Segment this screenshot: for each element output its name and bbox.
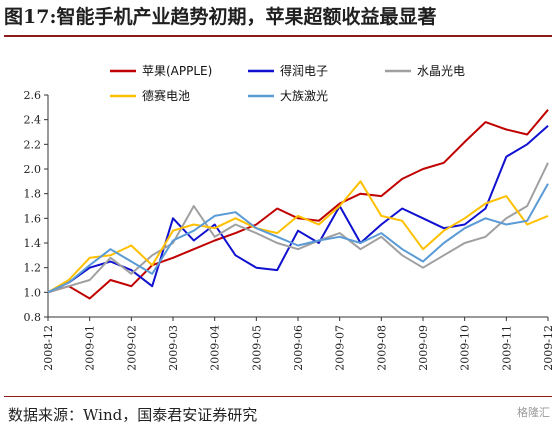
figure-title: 图17:智能手机产业趋势初期，苹果超额收益最显著 <box>4 6 437 28</box>
x-tick-label: 2009-12 <box>542 325 555 371</box>
x-tick-label: 2008-12 <box>42 325 55 371</box>
legend-label-1: 得润电子 <box>280 63 328 78</box>
x-tick-label: 2009-04 <box>209 325 222 371</box>
y-tick-label: 1.8 <box>24 188 42 201</box>
source-divider <box>4 396 552 397</box>
x-tick-label: 2009-08 <box>375 325 388 371</box>
legend-label-3: 德赛电池 <box>142 88 190 103</box>
x-tick-label: 2009-11 <box>500 325 513 371</box>
y-tick-label: 1.2 <box>24 262 42 275</box>
series-line-3 <box>47 180 549 294</box>
legend-label-2: 水晶光电 <box>417 64 465 78</box>
x-tick-label: 2009-06 <box>292 325 305 371</box>
y-tick-label: 2.0 <box>24 163 42 176</box>
y-tick-label: 2.6 <box>24 89 42 102</box>
series-line-1 <box>47 125 549 294</box>
x-tick-label: 2009-02 <box>125 325 138 371</box>
y-tick-label: 1.6 <box>24 212 42 225</box>
y-tick-label: 2.4 <box>24 114 42 127</box>
series-layer <box>47 109 549 300</box>
x-tick-label: 2009-03 <box>167 325 180 371</box>
legend-label-0: 苹果(APPLE) <box>142 64 212 78</box>
source-note: 数据来源：Wind，国泰君安证券研究 <box>8 406 258 424</box>
y-tick-label: 1.4 <box>24 237 42 250</box>
watermark: 格隆汇 <box>517 406 550 419</box>
series-line-4 <box>47 183 549 294</box>
y-tick-label: 1.0 <box>24 286 42 299</box>
chart-axes: 0.8 1.0 1.2 1.4 1.6 1.8 2.0 2.2 2.4 2.6 2008-12 200… <box>24 89 556 371</box>
x-tick-label: 2009-07 <box>334 325 347 371</box>
x-tick-label: 2009-09 <box>417 325 430 371</box>
title-divider <box>4 35 552 37</box>
line-chart: 0.8 1.0 1.2 1.4 1.6 1.8 2.0 2.2 2.4 2.6 2008-12 200… <box>24 63 556 371</box>
x-tick-label: 2009-05 <box>250 325 263 371</box>
x-tick-label: 2009-01 <box>84 325 97 371</box>
series-line-2 <box>47 162 549 294</box>
y-tick-label: 2.2 <box>24 138 42 151</box>
series-line-0 <box>47 109 549 300</box>
x-tick-label: 2009-10 <box>459 325 472 371</box>
legend-label-4: 大族激光 <box>280 89 328 103</box>
y-tick-label: 0.8 <box>24 311 42 324</box>
